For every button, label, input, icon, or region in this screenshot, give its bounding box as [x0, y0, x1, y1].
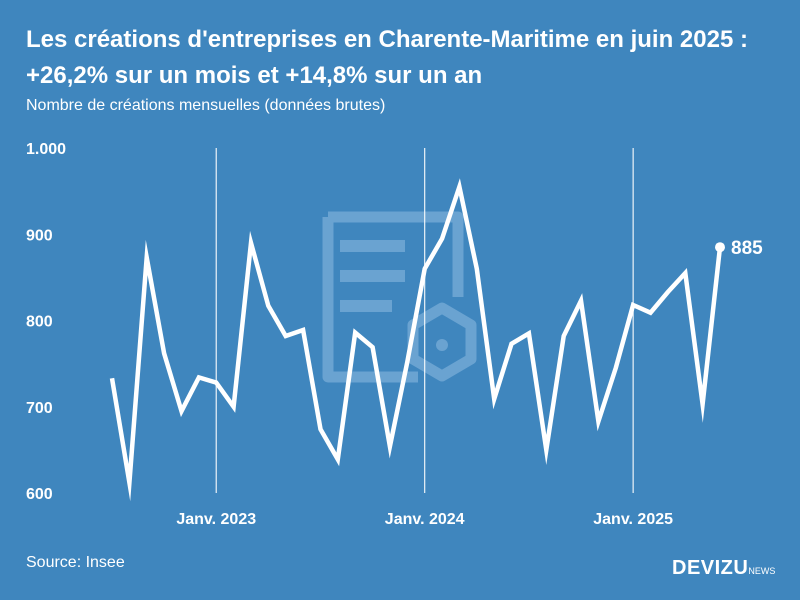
x-gridlines	[215, 148, 634, 493]
y-tick-label-2: 800	[26, 314, 53, 331]
y-axis: 600 700 800 900 1.000	[26, 141, 66, 503]
chart-title: Les créations d'entreprises en Charente-…	[26, 26, 748, 89]
x-tick-label-1: Janv. 2024	[385, 511, 465, 528]
watermark-line-3	[340, 300, 392, 312]
watermark-hexagon-dot	[436, 339, 448, 351]
watermark-line-1	[340, 240, 405, 252]
series-group: 885	[109, 178, 763, 502]
brand-name: DEVIZU	[672, 557, 749, 579]
y-tick-label-3: 900	[26, 227, 53, 244]
source-note: Source: Insee	[26, 554, 125, 571]
chart-subtitle: Nombre de créations mensuelles (données …	[26, 97, 386, 114]
x-tick-label-0: Janv. 2023	[176, 511, 256, 528]
y-tick-label-4: 1.000	[26, 141, 66, 158]
last-point-label: 885	[731, 238, 763, 259]
y-tick-label-1: 700	[26, 400, 53, 417]
x-axis: Janv. 2023 Janv. 2024 Janv. 2025	[176, 511, 673, 528]
series-line-0	[109, 178, 723, 502]
x-tick-label-2: Janv. 2025	[593, 511, 673, 528]
brand-suffix: NEWS	[748, 566, 776, 576]
document-logo-watermark	[322, 211, 477, 383]
watermark-line-2	[340, 270, 405, 282]
watermark-document-outline	[322, 211, 464, 383]
y-tick-label-0: 600	[26, 486, 53, 503]
last-point-marker	[715, 242, 725, 253]
brand-logo[interactable]: DEVIZUNEWS	[672, 556, 775, 583]
